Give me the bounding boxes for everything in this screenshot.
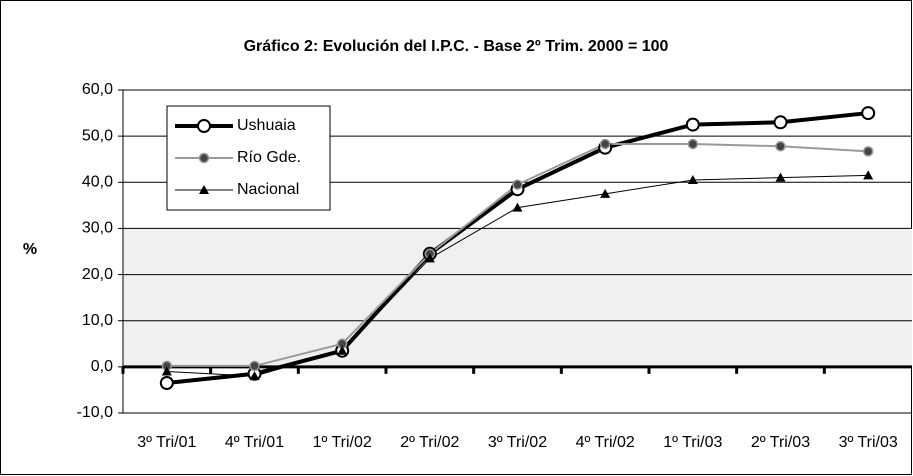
marker — [687, 174, 698, 184]
y-tick-label: 60,0 — [82, 81, 113, 98]
legend-marker — [199, 185, 209, 194]
y-tick-label: 20,0 — [82, 266, 113, 283]
x-tick-label: 3º Tri/01 — [137, 434, 196, 451]
x-tick-label: 2º Tri/03 — [751, 434, 810, 451]
chart-title: Gráfico 2: Evolución del I.P.C. - Base 2… — [244, 38, 669, 55]
y-tick-label: 10,0 — [82, 312, 113, 329]
x-tick-label: 1º Tri/02 — [313, 434, 372, 451]
marker — [861, 106, 876, 121]
marker — [600, 188, 611, 198]
x-tick-label: 1º Tri/03 — [663, 434, 722, 451]
y-tick-label: 40,0 — [82, 174, 113, 191]
marker — [685, 117, 700, 132]
marker — [159, 376, 174, 391]
legend-marker — [198, 152, 210, 164]
marker — [773, 115, 788, 130]
y-tick-label: -10,0 — [77, 404, 114, 421]
y-tick-label: 0,0 — [91, 358, 113, 375]
marker — [337, 345, 348, 355]
legend: Ushuaia Río Gde. Nacional — [166, 105, 331, 211]
marker — [249, 371, 260, 381]
marker — [775, 141, 786, 152]
y-tick-label: 30,0 — [82, 220, 113, 237]
marker — [862, 146, 874, 157]
x-tick-label: 3º Tri/02 — [488, 434, 547, 451]
legend-label: Ushuaia — [237, 117, 296, 134]
legend-marker — [197, 119, 211, 133]
marker — [249, 360, 260, 372]
marker — [512, 179, 523, 190]
x-tick-label: 4º Tri/01 — [225, 434, 284, 451]
marker — [775, 172, 786, 182]
marker — [863, 170, 874, 180]
x-tick-label: 3º Tri/03 — [839, 434, 898, 451]
x-tick-label: 2º Tri/02 — [400, 434, 459, 451]
marker — [161, 366, 172, 376]
marker — [512, 202, 523, 212]
legend-label: Nacional — [237, 181, 299, 198]
y-axis-label: % — [23, 241, 37, 258]
marker — [599, 138, 611, 150]
x-tick-label: 4º Tri/02 — [576, 434, 635, 451]
y-tick-label: 50,0 — [82, 127, 113, 144]
plot-band — [123, 228, 912, 368]
marker — [687, 138, 699, 150]
marker — [424, 253, 435, 263]
legend-label: Río Gde. — [237, 149, 301, 166]
